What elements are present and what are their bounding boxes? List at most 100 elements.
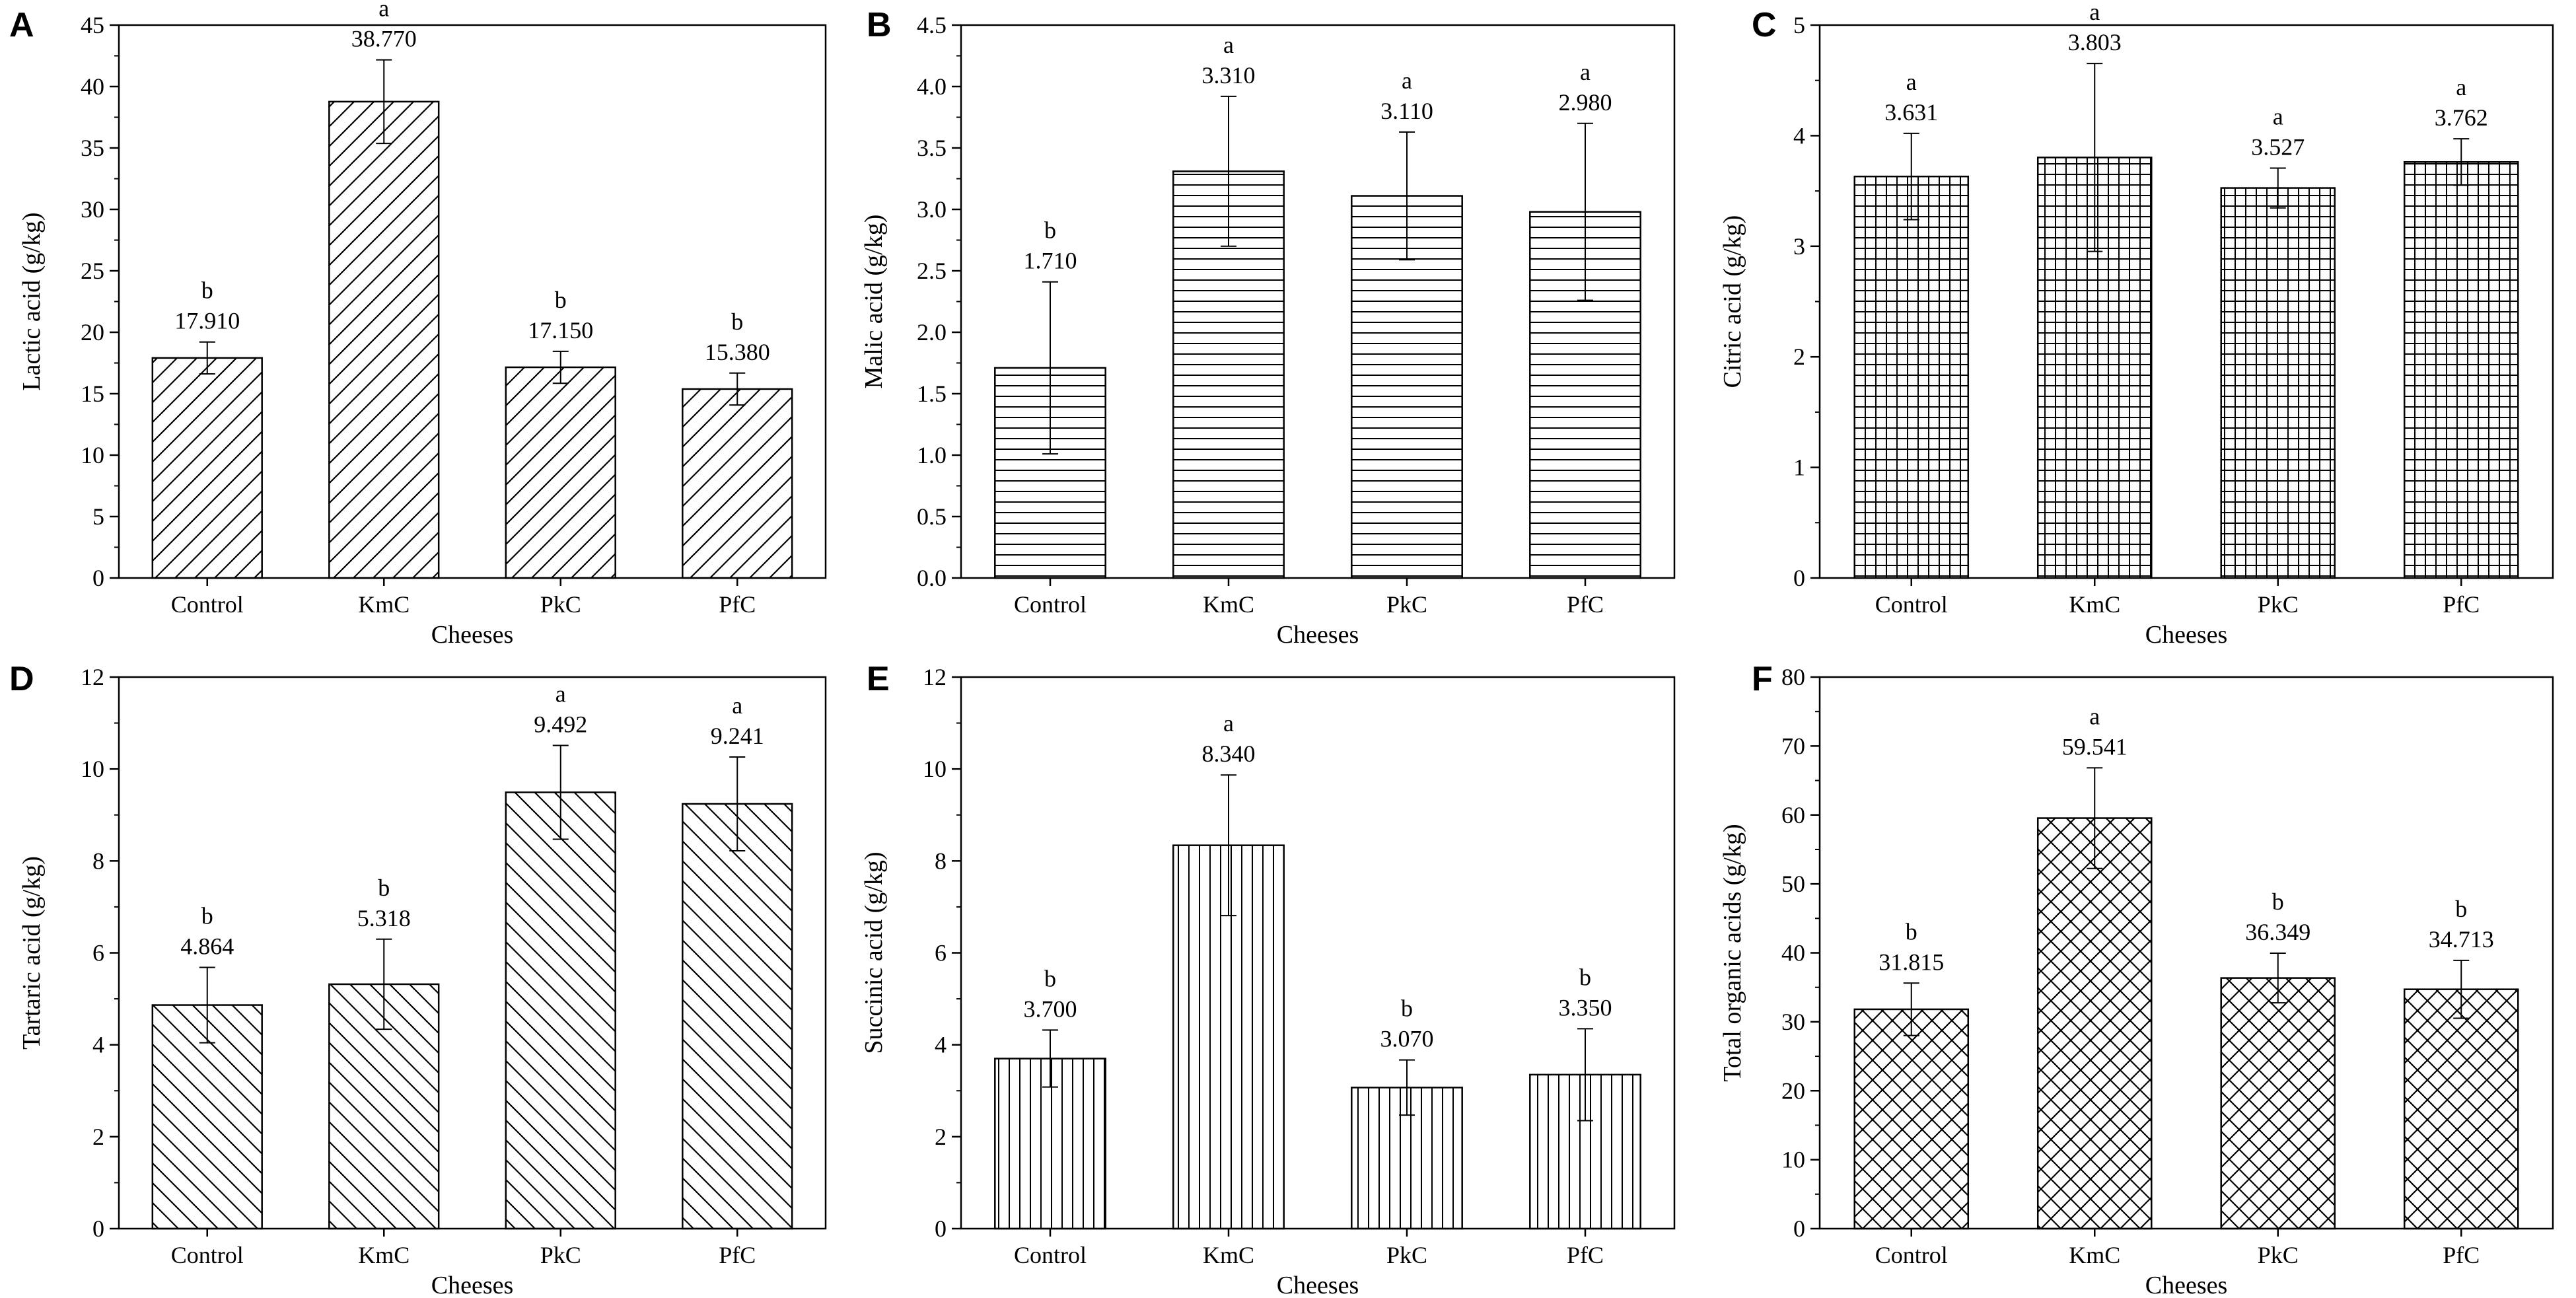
panel-letter: E [867, 660, 890, 698]
y-tick-label: 30 [81, 196, 104, 223]
x-axis-title: Cheeses [1277, 621, 1359, 649]
value-label: 3.310 [1202, 62, 1256, 89]
bar-control [1853, 1008, 1970, 1230]
plot-frame [1818, 24, 2554, 579]
chart-panel-c: C 3.631 a Control 3.803 a KmC 3.527 a PkC 3.762 a Pf… [1719, 0, 2554, 649]
bar-pkc [2220, 187, 2336, 579]
value-label: 31.815 [1878, 949, 1944, 975]
panel-letter: D [9, 660, 34, 698]
bar-pfc [2403, 161, 2519, 579]
significance-letter: a [2456, 74, 2466, 100]
y-axis-title: Succinic acid (g/kg) [860, 851, 888, 1054]
value-label: 59.541 [2062, 733, 2128, 760]
x-tick-label: KmC [2069, 1242, 2120, 1268]
y-tick-label: 3 [1793, 233, 1805, 260]
y-tick-label: 1.0 [917, 442, 947, 468]
value-label: 3.803 [2068, 29, 2122, 55]
y-tick-label: 1 [1793, 454, 1805, 481]
value-label: 9.492 [534, 711, 587, 738]
x-tick-label: Control [171, 1242, 244, 1268]
significance-letter: b [1044, 965, 1056, 992]
value-label: 17.150 [528, 317, 593, 343]
value-label: 36.349 [2245, 919, 2310, 945]
x-tick-label: KmC [1203, 591, 1254, 618]
value-label: 3.631 [1884, 99, 1938, 126]
x-tick-label: PkC [2258, 1242, 2299, 1268]
bar-pkc [505, 791, 616, 1230]
x-tick-label: PfC [2443, 591, 2480, 618]
value-label: 2.980 [1559, 89, 1612, 116]
plot-frame [118, 24, 827, 579]
plot-frame [1818, 676, 2554, 1230]
y-axis-title: Malic acid (g/kg) [860, 215, 888, 389]
significance-letter: b [731, 308, 743, 335]
significance-letter: b [201, 902, 213, 929]
x-axis-title: Cheeses [1277, 1272, 1359, 1298]
y-tick-label: 20 [1781, 1077, 1805, 1104]
y-tick-label: 0 [92, 1215, 104, 1242]
significance-letter: b [378, 875, 390, 901]
significance-letter: a [1906, 69, 1917, 95]
y-tick-label: 5 [1793, 12, 1805, 38]
chart-panel-a: A 17.910 b Control 38.770 a KmC 17.150 b PkC 15.38… [9, 0, 827, 649]
chart-panel-e: E 3.700 b Control 8.340 a KmC 3.070 b PkC 3.350 b Pf… [860, 660, 1676, 1298]
x-tick-label: Control [1014, 1242, 1087, 1268]
value-label: 3.700 [1024, 995, 1077, 1022]
y-tick-label: 1.5 [917, 380, 947, 407]
value-label: 38.770 [351, 26, 417, 52]
y-tick-label: 40 [81, 73, 104, 100]
significance-letter: a [1223, 710, 1234, 737]
y-tick-label: 2.5 [917, 258, 947, 284]
bar-pkc [505, 366, 616, 579]
x-axis-title: Cheeses [431, 1272, 514, 1298]
y-tick-label: 3.0 [917, 196, 947, 223]
y-tick-label: 50 [1781, 871, 1805, 897]
y-tick-label: 6 [935, 940, 947, 966]
bar-pkc [2220, 977, 2336, 1230]
x-tick-label: PkC [1386, 1242, 1427, 1268]
x-tick-label: PfC [1567, 1242, 1604, 1268]
significance-letter: b [2272, 888, 2284, 915]
value-label: 8.340 [1202, 740, 1256, 767]
significance-letter: a [378, 0, 389, 22]
x-tick-label: PfC [719, 591, 756, 618]
value-label: 3.110 [1380, 98, 1433, 124]
panel-letter: C [1752, 6, 1777, 44]
y-tick-label: 6 [92, 940, 104, 966]
bar-pfc [2403, 988, 2519, 1230]
y-tick-label: 15 [81, 380, 104, 407]
value-label: 34.713 [2429, 926, 2494, 953]
value-label: 1.710 [1024, 248, 1077, 274]
chart-panel-f: F 31.815 b Control 59.541 a KmC 36.349 b PkC 34.71… [1719, 660, 2554, 1298]
value-label: 3.070 [1380, 1026, 1434, 1052]
value-label: 5.318 [357, 905, 411, 931]
y-tick-label: 30 [1781, 1009, 1805, 1035]
significance-letter: b [555, 287, 567, 313]
x-tick-label: KmC [1203, 1242, 1254, 1268]
x-tick-label: PfC [2443, 1242, 2480, 1268]
plot-frame [960, 676, 1676, 1230]
significance-letter: a [2089, 703, 2100, 729]
x-tick-label: Control [1875, 591, 1948, 618]
x-tick-label: PfC [719, 1242, 756, 1268]
y-tick-label: 4 [935, 1032, 947, 1058]
y-tick-label: 10 [1781, 1147, 1805, 1173]
y-tick-label: 2 [935, 1124, 947, 1150]
significance-letter: a [1402, 67, 1412, 94]
bar-control [1853, 175, 1970, 579]
y-tick-label: 40 [1781, 940, 1805, 966]
significance-letter: a [2089, 0, 2100, 25]
panel-letter: F [1752, 660, 1773, 698]
x-axis-title: Cheeses [2145, 621, 2228, 649]
significance-letter: b [1906, 918, 1917, 945]
y-tick-label: 25 [81, 258, 104, 284]
significance-letter: b [1579, 964, 1591, 990]
y-axis-title: Citric acid (g/kg) [1719, 215, 1746, 388]
chart-panel-b: B 1.710 b Control 3.310 a KmC 3.110 a PkC 2.980 a Pf… [860, 6, 1676, 649]
plot-frame [960, 24, 1676, 579]
x-axis-title: Cheeses [431, 621, 514, 649]
x-tick-label: PfC [1567, 591, 1604, 618]
y-tick-label: 3.5 [917, 135, 947, 161]
bar-kmc [2036, 817, 2153, 1230]
